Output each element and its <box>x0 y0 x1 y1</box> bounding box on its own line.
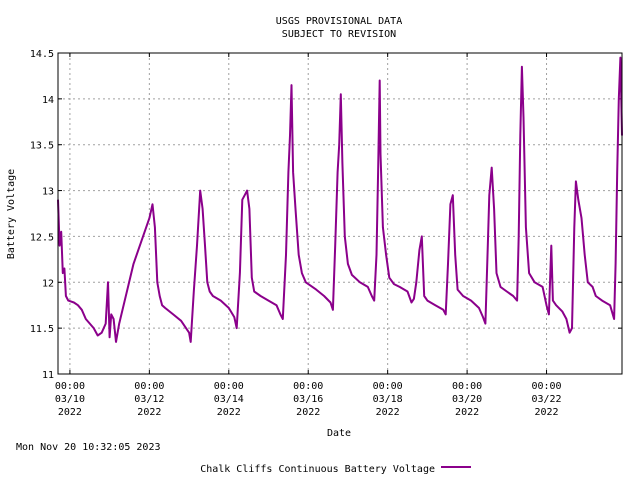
y-tick-label: 11 <box>42 370 54 381</box>
y-tick-label: 12.5 <box>30 232 54 243</box>
y-axis-ticks: 11 11.5 12 12.5 13 13.5 14 14.5 <box>30 49 622 381</box>
x-tick-label: 2022 <box>137 407 161 418</box>
y-tick-label: 14 <box>42 95 54 106</box>
x-axis-ticks: 00:00 03/10 2022 00:00 03/12 2022 00:00 03/14 20… <box>55 53 562 418</box>
x-tick-label: 2022 <box>534 407 558 418</box>
generated-timestamp: Mon Nov 20 10:32:05 2023 <box>16 442 161 453</box>
y-axis-label: Battery Voltage <box>6 169 17 259</box>
x-tick-label: 00:00 <box>452 381 482 392</box>
x-tick-label: 00:00 <box>531 381 561 392</box>
y-tick-label: 13 <box>42 187 54 198</box>
x-tick-label: 03/14 <box>214 394 244 405</box>
y-tick-label: 11.5 <box>30 324 54 335</box>
legend-label: Chalk Cliffs Continuous Battery Voltage <box>200 464 435 475</box>
series-line <box>57 56 623 343</box>
y-tick-label: 12 <box>42 278 54 289</box>
x-tick-label: 00:00 <box>134 381 164 392</box>
x-tick-label: 03/18 <box>373 394 403 405</box>
y-tick-label: 14.5 <box>30 49 54 60</box>
plot-area-frame <box>57 52 623 375</box>
provisional-notice: USGS PROVISIONAL DATA <box>276 16 402 27</box>
x-tick-label: 2022 <box>217 407 241 418</box>
x-tick-label: 00:00 <box>55 381 85 392</box>
x-tick-label: 00:00 <box>214 381 244 392</box>
x-tick-label: 2022 <box>376 407 400 418</box>
x-tick-label: 2022 <box>58 407 82 418</box>
x-tick-label: 00:00 <box>373 381 403 392</box>
revision-notice: SUBJECT TO REVISION <box>282 29 396 40</box>
x-tick-label: 03/22 <box>531 394 561 405</box>
x-tick-label: 03/12 <box>134 394 164 405</box>
x-tick-label: 03/10 <box>55 394 85 405</box>
series-layer <box>57 56 623 343</box>
grid-lines <box>58 53 622 374</box>
x-axis-label: Date <box>327 428 351 439</box>
x-tick-label: 2022 <box>455 407 479 418</box>
x-tick-label: 2022 <box>296 407 320 418</box>
x-tick-label: 03/20 <box>452 394 482 405</box>
y-tick-label: 13.5 <box>30 141 54 152</box>
x-tick-label: 03/16 <box>293 394 323 405</box>
x-tick-label: 00:00 <box>293 381 323 392</box>
